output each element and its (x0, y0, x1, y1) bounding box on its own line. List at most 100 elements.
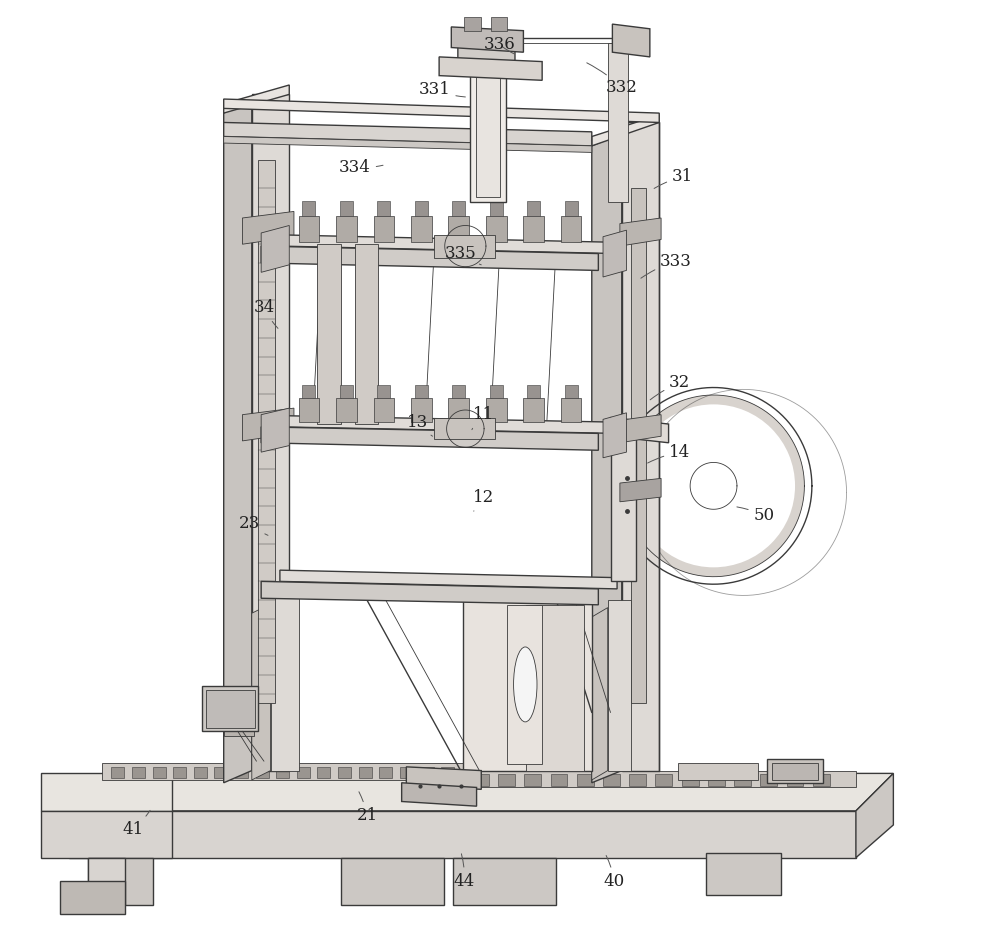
Text: 50: 50 (737, 507, 775, 524)
Bar (767, 760, 823, 783)
Polygon shape (620, 218, 661, 246)
Bar (629, 775, 646, 785)
Polygon shape (402, 783, 477, 806)
Bar (235, 767, 248, 779)
Ellipse shape (514, 647, 537, 722)
Text: 11: 11 (472, 406, 494, 430)
Bar (340, 201, 353, 216)
Bar (448, 216, 469, 242)
Bar (561, 216, 581, 242)
Bar (355, 244, 378, 424)
Polygon shape (224, 123, 592, 146)
Polygon shape (592, 608, 608, 780)
Polygon shape (271, 598, 299, 771)
Polygon shape (603, 413, 626, 458)
Bar (299, 398, 319, 422)
Bar (302, 201, 315, 216)
Bar (276, 767, 289, 779)
Bar (379, 767, 392, 779)
Text: 14: 14 (648, 444, 690, 463)
Bar (340, 385, 353, 398)
Bar (441, 767, 454, 779)
Polygon shape (612, 24, 650, 57)
Bar (153, 767, 166, 779)
Polygon shape (611, 417, 669, 443)
Text: 333: 333 (641, 252, 692, 279)
Bar (498, 775, 515, 785)
Polygon shape (261, 408, 289, 452)
Bar (787, 775, 803, 785)
Bar (434, 418, 495, 439)
Bar (256, 767, 269, 779)
Bar (359, 767, 372, 779)
Bar (527, 201, 540, 216)
Bar (452, 201, 465, 216)
Polygon shape (856, 774, 893, 857)
Bar (464, 17, 481, 31)
Bar (400, 767, 413, 779)
Bar (299, 216, 319, 242)
Text: 12: 12 (473, 489, 494, 511)
Polygon shape (41, 774, 172, 810)
Bar (194, 767, 207, 779)
Bar (486, 216, 507, 242)
Polygon shape (261, 225, 289, 272)
Polygon shape (60, 881, 125, 914)
Bar (206, 690, 255, 728)
Bar (338, 767, 351, 779)
Bar (202, 687, 258, 732)
Polygon shape (242, 211, 294, 244)
Polygon shape (261, 246, 598, 270)
Text: 21: 21 (356, 792, 378, 825)
Polygon shape (453, 857, 556, 904)
Bar (470, 48, 506, 202)
Text: 41: 41 (122, 810, 150, 838)
Bar (490, 385, 503, 398)
Polygon shape (592, 115, 659, 146)
Bar (655, 775, 672, 785)
Polygon shape (280, 234, 617, 253)
Bar (224, 694, 254, 736)
Polygon shape (463, 598, 592, 771)
Text: 44: 44 (454, 854, 475, 889)
Bar (490, 201, 503, 216)
Polygon shape (252, 604, 271, 780)
Bar (472, 775, 489, 785)
Bar (111, 767, 124, 779)
Text: 334: 334 (339, 159, 383, 176)
Bar (551, 775, 567, 785)
Bar (463, 771, 856, 787)
Polygon shape (620, 415, 661, 443)
Polygon shape (224, 85, 289, 113)
Polygon shape (224, 99, 659, 123)
Bar (734, 775, 751, 785)
Bar (374, 216, 394, 242)
Bar (682, 775, 699, 785)
Text: 332: 332 (587, 63, 638, 97)
Polygon shape (603, 230, 626, 277)
Bar (415, 201, 428, 216)
Bar (577, 775, 594, 785)
Bar (813, 775, 830, 785)
Polygon shape (224, 137, 592, 153)
Bar (411, 398, 432, 422)
Polygon shape (280, 416, 617, 433)
Bar (102, 764, 467, 780)
Bar (565, 385, 578, 398)
Text: 31: 31 (654, 168, 693, 189)
Bar (173, 767, 186, 779)
Bar (523, 216, 544, 242)
Polygon shape (458, 43, 515, 67)
Bar (708, 775, 725, 785)
Polygon shape (706, 853, 781, 895)
Bar (608, 43, 628, 202)
Bar (336, 398, 357, 422)
Polygon shape (261, 427, 598, 450)
Bar (527, 385, 540, 398)
Polygon shape (261, 582, 598, 605)
Bar (420, 767, 434, 779)
Bar (561, 398, 581, 422)
Polygon shape (526, 605, 584, 771)
Bar (491, 17, 507, 31)
Bar (603, 775, 620, 785)
